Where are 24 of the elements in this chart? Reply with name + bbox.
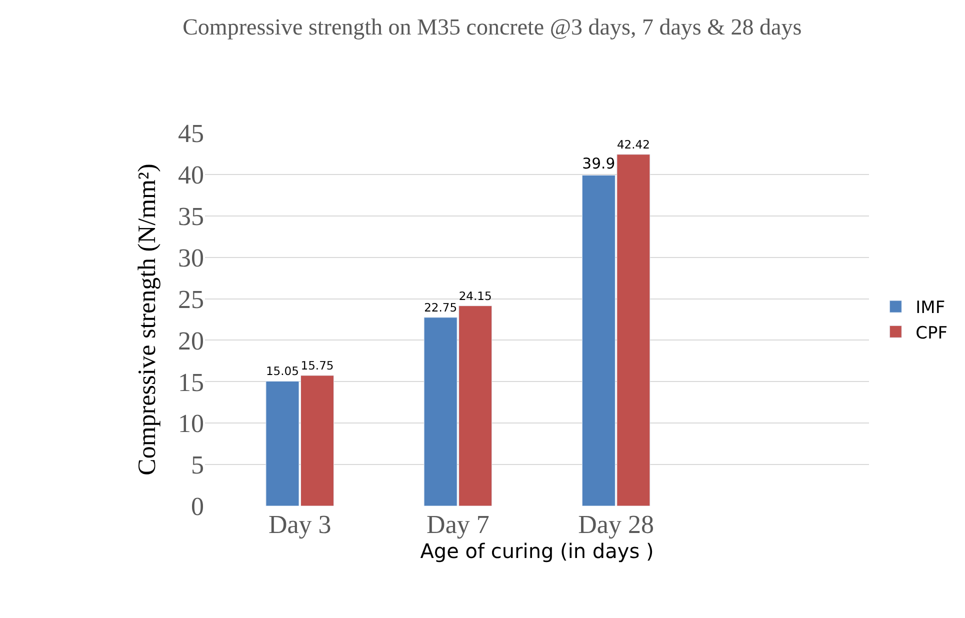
data-label: 39.9 [582,155,616,172]
y-tick-label: 45 [178,119,204,148]
data-label: 15.05 [266,364,299,378]
chart-title: Compressive strength on M35 concrete @3 days, 7 days & 28 days [182,14,802,40]
y-tick-label: 40 [178,160,204,190]
y-axis-title: Compressive strength (N/mm²) [134,164,161,476]
y-tick-label: 0 [191,492,204,522]
y-tick-label: 10 [178,409,204,438]
x-tick-label: Day 7 [426,510,490,539]
data-label: 42.42 [616,137,650,152]
x-tick-label: Day 3 [268,510,332,539]
y-tick-label: 30 [178,243,204,272]
y-tick-label: 25 [178,284,204,314]
y-tick-label: 35 [178,202,204,231]
legend-label: CPF [916,323,948,344]
data-label: 15.75 [300,358,334,372]
data-label: 22.75 [424,300,458,314]
x-tick-label: Day 28 [578,510,654,539]
y-tick-label: 15 [178,368,204,397]
x-axis-title: Age of curing (in days ) [420,539,654,563]
y-tick-label: 5 [191,450,204,480]
y-tick-label: 20 [178,326,204,356]
data-label: 24.15 [458,288,492,303]
legend-label: IMF [916,298,946,318]
